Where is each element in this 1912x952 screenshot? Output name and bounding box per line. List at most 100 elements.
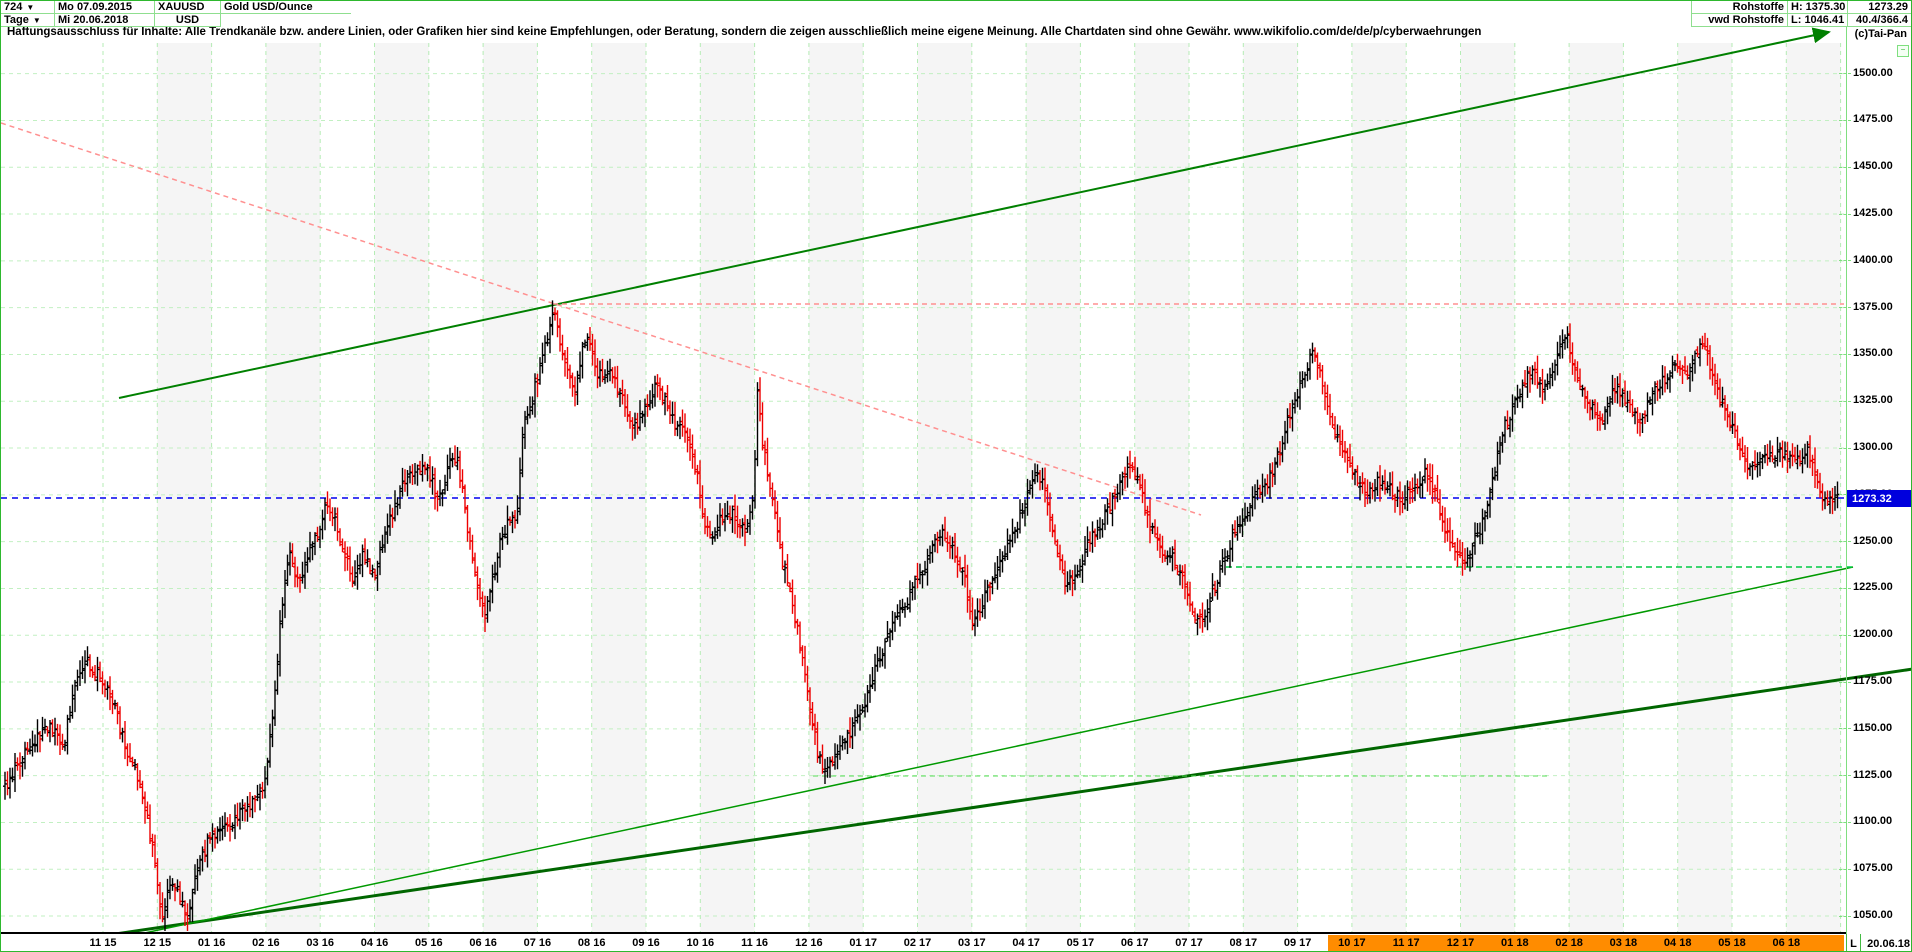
y-axis-tick [1839,634,1851,636]
month-band [483,43,538,932]
month-band [700,43,755,932]
last-value: 1273.29 [1847,1,1911,14]
month-band [1677,43,1732,932]
y-axis-label: 1325.00 [1853,394,1893,407]
y-axis-label: 1300.00 [1853,441,1893,454]
source-label: vwd Rohstoffe [1691,14,1787,27]
x-axis-label: 01 17 [849,937,877,949]
x-axis-label: 06 18 [1772,937,1801,949]
copyright-label: (c)Tai-Pan [1854,28,1907,40]
current-price-tag: 1273.32 [1847,490,1911,507]
y-axis-label: 1400.00 [1853,253,1893,266]
high-value: H: 1375.30 [1787,1,1847,14]
month-band [1460,43,1515,932]
last-marker: L [1846,934,1861,951]
chart-header-left: 724 ▼ Mo 07.09.2015 XAUUSD Gold USD/Ounc… [1,1,351,27]
y-axis-label: 1175.00 [1853,675,1893,688]
down-bars [5,307,1835,931]
x-axis-label: 05 16 [415,937,443,949]
x-axis-label: 12 16 [795,937,823,949]
y-axis-tick [1839,353,1851,355]
x-axis-label: 06 17 [1120,937,1149,949]
x-axis-label: 10 16 [686,937,715,949]
month-band [1026,43,1081,932]
y-axis-label: 1100.00 [1853,815,1893,828]
start-date: Mo 07.09.2015 [55,1,155,14]
instrument-name: Gold USD/Ounce [221,1,351,14]
low-value: L: 1046.41 [1787,14,1847,27]
disclaimer-text: Haftungsausschluss für Inhalte: Alle Tre… [7,26,1482,38]
dropdown-arrow-icon: ▼ [32,15,41,25]
last-date: 20.06.18 [1867,937,1910,950]
x-axis-label: 03 17 [958,937,986,949]
y-axis-tick [1839,400,1851,402]
x-axis-label: 05 17 [1066,937,1095,949]
x-axis-label: 08 16 [577,937,606,949]
x-axis-label: 09 17 [1283,937,1312,949]
x-axis-label: 04 16 [360,937,389,949]
chart-header-right: Rohstoffe H: 1375.30 1273.29 vwd Rohstof… [1691,1,1911,27]
month-band [1786,43,1841,932]
y-axis-tick [1839,541,1851,543]
month-band [265,43,321,932]
y-axis-label: 1425.00 [1853,207,1893,220]
extra-value: 40.4/366.4 [1847,14,1911,27]
y-axis-tick [1839,915,1851,917]
month-band [808,43,864,932]
y-axis-tick [1839,307,1851,309]
x-axis-label: 01 18 [1501,937,1529,949]
y-axis-tick [1839,681,1851,683]
y-axis-label: 1250.00 [1853,534,1893,547]
y-axis-label: 1200.00 [1853,628,1893,641]
up-bars [3,300,1840,931]
y-axis-tick [1839,821,1851,823]
x-axis-baseline [1,932,1846,934]
x-axis-label: 12 17 [1446,937,1475,949]
x-axis-label: 11 16 [741,937,769,949]
uptrend-thick [87,667,1911,940]
y-axis-tick [1839,587,1851,589]
y-axis-tick [1839,213,1851,215]
x-axis-label: 08 17 [1229,937,1258,949]
downtrend-dashed [1,122,1202,516]
y-axis-tick [1839,119,1851,121]
month-band [157,43,212,932]
y-axis-tick [1839,260,1851,262]
y-axis-label: 1075.00 [1853,862,1893,875]
symbol: XAUUSD [155,1,221,14]
axis-separator [1846,1,1847,951]
period-dropdown[interactable]: Tage ▼ [1,14,55,27]
bars-count-dropdown[interactable]: 724 ▼ [1,1,55,14]
y-axis-label: 1050.00 [1853,909,1893,922]
uptrend-major [118,27,1831,399]
date-axis[interactable]: 11 15 12 15 01 16 02 16 03 16 04 16 05 16 06 16… [1,934,1846,951]
x-axis-label: 11 15 [89,937,117,949]
y-axis-label: 1150.00 [1853,721,1893,734]
y-axis-label: 1450.00 [1853,160,1893,173]
month-band [1569,43,1624,932]
month-band [374,43,429,932]
x-axis-label: 02 17 [903,937,932,949]
y-axis-label: 1225.00 [1853,581,1893,594]
collapse-icon[interactable]: − [1897,45,1909,57]
x-axis-label: 04 17 [1012,937,1040,949]
y-axis-label: 1125.00 [1853,768,1893,781]
x-axis-label: 10 17 [1338,937,1366,949]
x-axis-label: 04 18 [1663,937,1692,949]
category-label: Rohstoffe [1691,1,1787,14]
y-axis-tick [1839,728,1851,730]
y-axis-label: 1375.00 [1853,300,1893,313]
x-axis-label: 09 16 [632,937,660,949]
x-axis-label: 02 16 [252,937,280,949]
x-axis-label: 05 18 [1718,937,1746,949]
y-axis-tick [1839,494,1851,496]
y-axis-label: 1350.00 [1853,347,1893,360]
x-axis-label: 07 17 [1175,937,1203,949]
x-axis-label: 02 18 [1555,937,1583,949]
highlight-range-band [1328,935,1844,951]
x-axis-label: 03 16 [306,937,334,949]
x-axis-label: 03 18 [1609,937,1638,949]
y-axis-tick [1839,73,1851,75]
